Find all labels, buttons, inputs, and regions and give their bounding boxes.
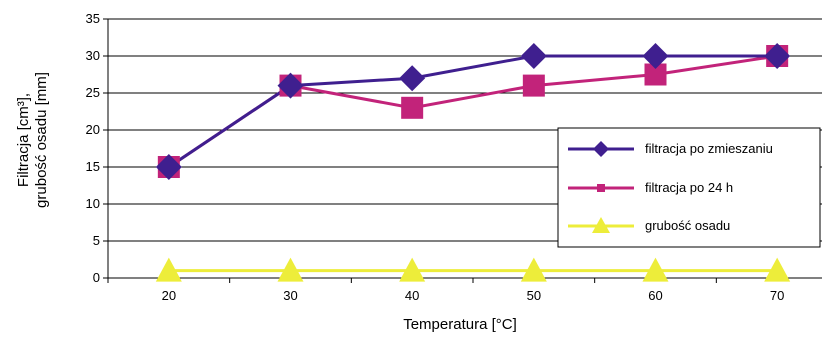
data-point <box>277 257 304 282</box>
legend-label: filtracja po 24 h <box>645 180 733 195</box>
data-point <box>399 257 426 282</box>
legend-marker-triangle <box>592 217 610 233</box>
y-tick-label: 15 <box>86 159 100 174</box>
x-tick-label: 60 <box>648 288 662 303</box>
axes <box>103 18 822 283</box>
y-tick-label: 25 <box>86 85 100 100</box>
series-markers-diamond <box>155 43 791 180</box>
data-point <box>520 257 547 282</box>
data-point <box>522 74 545 97</box>
legend-marker-diamond <box>593 141 609 157</box>
x-tick-label: 30 <box>283 288 297 303</box>
series-line <box>167 54 778 169</box>
data-point <box>155 257 182 282</box>
series-group <box>155 43 791 282</box>
series-markers-triangle <box>155 257 791 282</box>
y-axis-title-line1: Filtracja [cm³], <box>15 93 32 187</box>
x-tick-label: 40 <box>405 288 419 303</box>
legend-label: grubość osadu <box>645 218 730 233</box>
y-tick-label: 20 <box>86 122 100 137</box>
y-tick-label: 35 <box>86 11 100 26</box>
y-tick-label: 30 <box>86 48 100 63</box>
legend-label: filtracja po zmieszaniu <box>645 141 773 156</box>
legend-entry: filtracja po zmieszaniu <box>568 141 773 157</box>
y-tick-label: 0 <box>93 270 100 285</box>
x-axis-title: Temperatura [°C] <box>403 316 517 333</box>
legend-marker-square <box>597 184 605 192</box>
data-point <box>520 43 547 69</box>
data-point <box>399 65 426 92</box>
data-point <box>642 43 669 69</box>
data-point <box>764 257 791 282</box>
tick-labels: 0 5 10 15 20 25 30 35 20 30 40 50 60 70 <box>86 11 785 303</box>
x-tick-label: 50 <box>527 288 541 303</box>
data-point <box>642 257 669 282</box>
data-point <box>401 96 424 119</box>
x-tick-label: 20 <box>162 288 176 303</box>
y-tick-label: 5 <box>93 233 100 248</box>
grid <box>108 18 822 242</box>
data-point <box>644 63 667 86</box>
legend-entry: filtracja po 24 h <box>568 180 733 195</box>
data-point <box>764 43 791 69</box>
y-tick-label: 10 <box>86 196 100 211</box>
y-axis-title-line2: grubość osadu [mm] <box>33 72 50 208</box>
data-point <box>277 72 304 99</box>
legend-entry: grubość osadu <box>568 217 730 233</box>
legend: filtracja po zmieszaniu filtracja po 24 h… <box>557 127 821 248</box>
data-point <box>155 154 182 180</box>
x-tick-label: 70 <box>770 288 784 303</box>
series-diamond <box>167 54 778 169</box>
